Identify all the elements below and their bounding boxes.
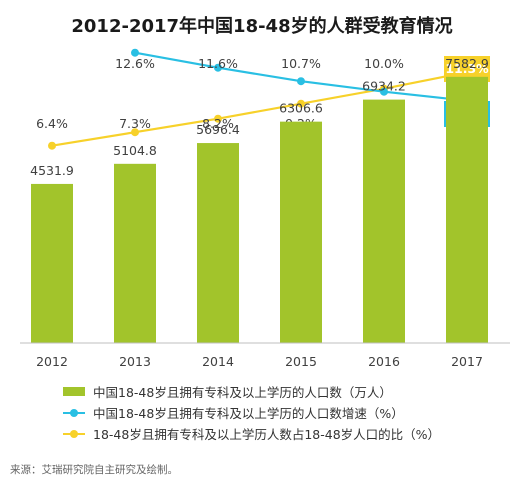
legend: 中国18-48岁且拥有专科及以上学历的人口数（万人） 中国18-48岁且拥有专科…: [63, 381, 503, 444]
line-series-layer: 12.6%11.6%10.7%10.0%9.4%6.4%7.3%8.2%9.2%…: [36, 48, 490, 150]
share-line: [51, 71, 468, 147]
growth-point-2014: [214, 63, 222, 72]
legend-label-growth: 中国18-48岁且拥有专科及以上学历的人口数增速（%）: [93, 406, 404, 421]
bar-2013: [114, 163, 156, 343]
share-label-2017: 11.3%: [445, 61, 489, 76]
bar-label-2017: 7582.9: [445, 56, 489, 71]
bar-label-2013: 5104.8: [113, 143, 157, 158]
legend-item-growth: 中国18-48岁且拥有专科及以上学历的人口数增速（%）: [63, 402, 503, 423]
share-point-2015: [297, 99, 305, 108]
bar-label-2014: 5696.4: [196, 122, 240, 137]
x-tick-2014: 2014: [202, 354, 234, 369]
bar-2015: [280, 121, 322, 344]
growth-label-2013: 12.6%: [115, 56, 155, 71]
bar-label-2015: 6306.6: [279, 101, 323, 116]
x-tick-2017: 2017: [451, 354, 483, 369]
share-label-2013: 7.3%: [119, 116, 151, 131]
share-label-2014: 8.2%: [202, 116, 234, 131]
bar-2017: [446, 76, 488, 343]
growth-label-2016: 10.0%: [364, 56, 404, 71]
chart-title: 2012-2017年中国18-48岁的人群受教育情况: [71, 15, 452, 37]
legend-swatch-bar: [63, 387, 85, 396]
growth-label-2015: 10.7%: [281, 56, 321, 71]
x-tick-labels: 2012 2013 2014 2015 2016 2017: [36, 354, 483, 369]
share-point-2013: [131, 128, 139, 137]
growth-label-2014: 11.6%: [198, 56, 238, 71]
bar-2012: [31, 183, 73, 343]
legend-item-population: 中国18-48岁且拥有专科及以上学历的人口数（万人）: [63, 381, 503, 402]
legend-label-share: 18-48岁且拥有专科及以上学历人数占18-48岁人口的比（%）: [93, 427, 441, 442]
x-tick-2013: 2013: [119, 354, 151, 369]
bar-2016: [363, 99, 405, 343]
legend-swatch-share: [63, 429, 85, 439]
legend-item-share: 18-48岁且拥有专科及以上学历人数占18-48岁人口的比（%）: [63, 423, 503, 444]
share-point-2012: [48, 141, 56, 150]
share-label-2012: 6.4%: [36, 116, 68, 131]
bar-label-2012: 4531.9: [30, 163, 74, 178]
bar-label-2016: 6934.2: [362, 79, 406, 94]
x-tick-2016: 2016: [368, 354, 400, 369]
x-tick-2012: 2012: [36, 354, 68, 369]
growth-point-2016: [380, 87, 388, 96]
bar-2014: [197, 143, 239, 343]
legend-swatch-growth: [63, 408, 85, 418]
growth-point-2013: [131, 48, 139, 57]
share-point-2014: [214, 114, 222, 123]
source-note: 来源：艾瑞研究院自主研究及绘制。: [10, 464, 178, 476]
x-tick-2015: 2015: [285, 354, 317, 369]
legend-label-population: 中国18-48岁且拥有专科及以上学历的人口数（万人）: [93, 385, 392, 400]
bar-series-layer: 4531.9 5104.8 5696.4 6306.6 6934.2 7582.9: [30, 56, 489, 344]
growth-point-2015: [297, 77, 305, 86]
